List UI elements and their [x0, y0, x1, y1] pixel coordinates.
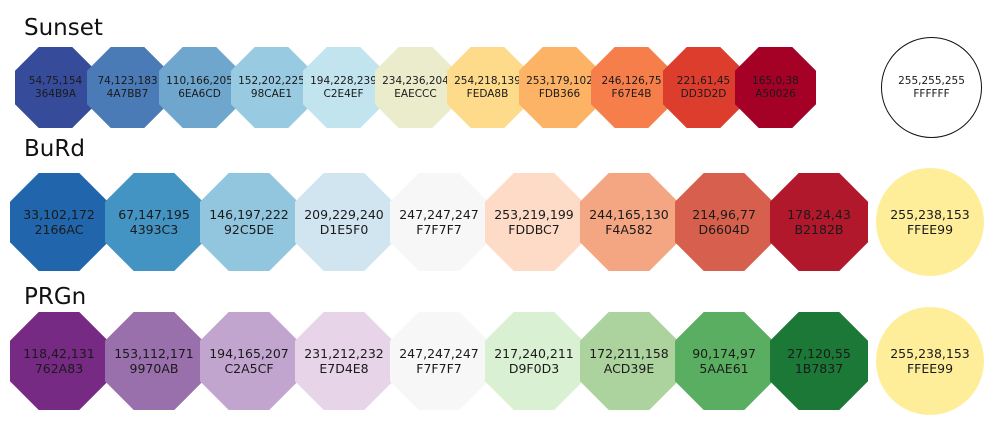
- swatch-rgb-label: 253,179,102: [526, 74, 593, 87]
- prgn-color-swatch: 194,165,207 C2A5CF: [200, 312, 298, 410]
- sunset-color-swatch: 234,236,204 EAECCC: [375, 47, 456, 128]
- swatch-hex-label: 98CAE1: [250, 87, 293, 100]
- sunset-color-swatch: 54,75,154 364B9A: [15, 47, 96, 128]
- burd-color-swatch: 247,247,247 F7F7F7: [390, 173, 488, 271]
- swatch-rgb-label: 254,218,139: [454, 74, 521, 87]
- swatch-hex-label: 364B9A: [34, 87, 77, 100]
- swatch-rgb-label: 221,61,45: [676, 74, 731, 87]
- swatch-hex-label: 1B7837: [794, 361, 844, 376]
- swatch-rgb-label: 118,42,131: [23, 346, 95, 361]
- swatch-rgb-label: 255,255,255: [898, 74, 965, 87]
- swatch-hex-label: A50026: [755, 87, 796, 100]
- prgn-color-swatch: 217,240,211 D9F0D3: [485, 312, 583, 410]
- burd-color-swatch: 209,229,240 D1E5F0: [295, 173, 393, 271]
- swatch-hex-label: D9F0D3: [508, 361, 560, 376]
- scheme-title-sunset: Sunset: [24, 15, 103, 41]
- sunset-color-swatch: 221,61,45 DD3D2D: [663, 47, 744, 128]
- swatch-rgb-label: 234,236,204: [382, 74, 449, 87]
- swatch-rgb-label: 178,24,43: [787, 207, 851, 222]
- swatch-rgb-label: 152,202,225: [238, 74, 305, 87]
- swatch-rgb-label: 67,147,195: [118, 207, 190, 222]
- swatch-rgb-label: 74,123,183: [97, 74, 158, 87]
- swatch-hex-label: 6EA6CD: [178, 87, 221, 100]
- swatch-hex-label: C2E4EF: [323, 87, 364, 100]
- sunset-color-swatch: 165,0,38 A50026: [735, 47, 816, 128]
- prgn-color-swatch: 27,120,55 1B7837: [770, 312, 868, 410]
- sunset-color-swatch: 254,218,139 FEDA8B: [447, 47, 528, 128]
- swatch-rgb-label: 54,75,154: [28, 74, 83, 87]
- swatch-hex-label: B2182B: [794, 222, 844, 237]
- swatch-rgb-label: 255,238,153: [890, 207, 970, 222]
- swatch-hex-label: F67E4B: [611, 87, 652, 100]
- swatch-rgb-label: 217,240,211: [494, 346, 574, 361]
- burd-color-swatch: 67,147,195 4393C3: [105, 173, 203, 271]
- swatch-rgb-label: 172,211,158: [589, 346, 669, 361]
- burd-color-swatch: 244,165,130 F4A582: [580, 173, 678, 271]
- swatch-hex-label: 2166AC: [34, 222, 84, 237]
- swatch-rgb-label: 165,0,38: [752, 74, 799, 87]
- prgn-bad-color-swatch: 255,238,153 FFEE99: [876, 307, 984, 415]
- scheme-title-prgn: PRGn: [24, 284, 87, 310]
- sunset-color-swatch: 253,179,102 FDB366: [519, 47, 600, 128]
- prgn-color-swatch: 172,211,158 ACD39E: [580, 312, 678, 410]
- prgn-color-swatch: 231,212,232 E7D4E8: [295, 312, 393, 410]
- burd-color-swatch: 253,219,199 FDDBC7: [485, 173, 583, 271]
- swatch-hex-label: 4393C3: [129, 222, 179, 237]
- swatch-hex-label: F7F7F7: [416, 361, 462, 376]
- burd-bad-color-swatch: 255,238,153 FFEE99: [876, 168, 984, 276]
- swatch-hex-label: F7F7F7: [416, 222, 462, 237]
- sunset-color-swatch: 246,126,75 F67E4B: [591, 47, 672, 128]
- swatch-hex-label: DD3D2D: [680, 87, 727, 100]
- swatch-rgb-label: 255,238,153: [890, 346, 970, 361]
- sunset-color-swatch: 110,166,205 6EA6CD: [159, 47, 240, 128]
- swatch-hex-label: C2A5CF: [224, 361, 274, 376]
- sunset-color-swatch: 74,123,183 4A7BB7: [87, 47, 168, 128]
- sunset-color-swatch: 194,228,239 C2E4EF: [303, 47, 384, 128]
- swatch-hex-label: FFFFFF: [913, 87, 950, 100]
- swatch-hex-label: 9970AB: [129, 361, 179, 376]
- swatch-hex-label: FFEE99: [906, 361, 954, 376]
- swatch-rgb-label: 247,247,247: [399, 346, 479, 361]
- swatch-hex-label: FEDA8B: [466, 87, 509, 100]
- swatch-rgb-label: 214,96,77: [692, 207, 756, 222]
- swatch-hex-label: FDB366: [538, 87, 581, 100]
- swatch-hex-label: F4A582: [605, 222, 653, 237]
- swatch-hex-label: 5AAE61: [699, 361, 749, 376]
- burd-color-swatch: 178,24,43 B2182B: [770, 173, 868, 271]
- swatch-rgb-label: 153,112,171: [114, 346, 194, 361]
- swatch-rgb-label: 33,102,172: [23, 207, 95, 222]
- sunset-bad-color-swatch: 255,255,255 FFFFFF: [881, 37, 982, 138]
- swatch-rgb-label: 194,165,207: [209, 346, 289, 361]
- swatch-rgb-label: 231,212,232: [304, 346, 384, 361]
- burd-color-swatch: 146,197,222 92C5DE: [200, 173, 298, 271]
- prgn-color-swatch: 118,42,131 762A83: [10, 312, 108, 410]
- swatch-rgb-label: 110,166,205: [166, 74, 233, 87]
- swatch-rgb-label: 194,228,239: [310, 74, 377, 87]
- swatch-hex-label: FDDBC7: [508, 222, 560, 237]
- swatch-hex-label: D1E5F0: [319, 222, 369, 237]
- burd-color-swatch: 214,96,77 D6604D: [675, 173, 773, 271]
- swatch-hex-label: 762A83: [34, 361, 84, 376]
- swatch-hex-label: D6604D: [698, 222, 750, 237]
- swatch-rgb-label: 209,229,240: [304, 207, 384, 222]
- swatch-rgb-label: 244,165,130: [589, 207, 669, 222]
- prgn-color-swatch: 90,174,97 5AAE61: [675, 312, 773, 410]
- swatch-rgb-label: 253,219,199: [494, 207, 574, 222]
- swatch-hex-label: 4A7BB7: [106, 87, 149, 100]
- swatch-rgb-label: 246,126,75: [601, 74, 662, 87]
- swatch-hex-label: 92C5DE: [223, 222, 275, 237]
- swatch-rgb-label: 247,247,247: [399, 207, 479, 222]
- prgn-color-swatch: 247,247,247 F7F7F7: [390, 312, 488, 410]
- swatch-hex-label: EAECCC: [394, 87, 437, 100]
- scheme-title-burd: BuRd: [24, 136, 85, 162]
- prgn-color-swatch: 153,112,171 9970AB: [105, 312, 203, 410]
- sunset-color-swatch: 152,202,225 98CAE1: [231, 47, 312, 128]
- swatch-rgb-label: 27,120,55: [787, 346, 851, 361]
- swatch-hex-label: FFEE99: [906, 222, 954, 237]
- swatch-hex-label: E7D4E8: [319, 361, 369, 376]
- swatch-rgb-label: 146,197,222: [209, 207, 289, 222]
- swatch-rgb-label: 90,174,97: [692, 346, 756, 361]
- burd-color-swatch: 33,102,172 2166AC: [10, 173, 108, 271]
- swatch-hex-label: ACD39E: [603, 361, 655, 376]
